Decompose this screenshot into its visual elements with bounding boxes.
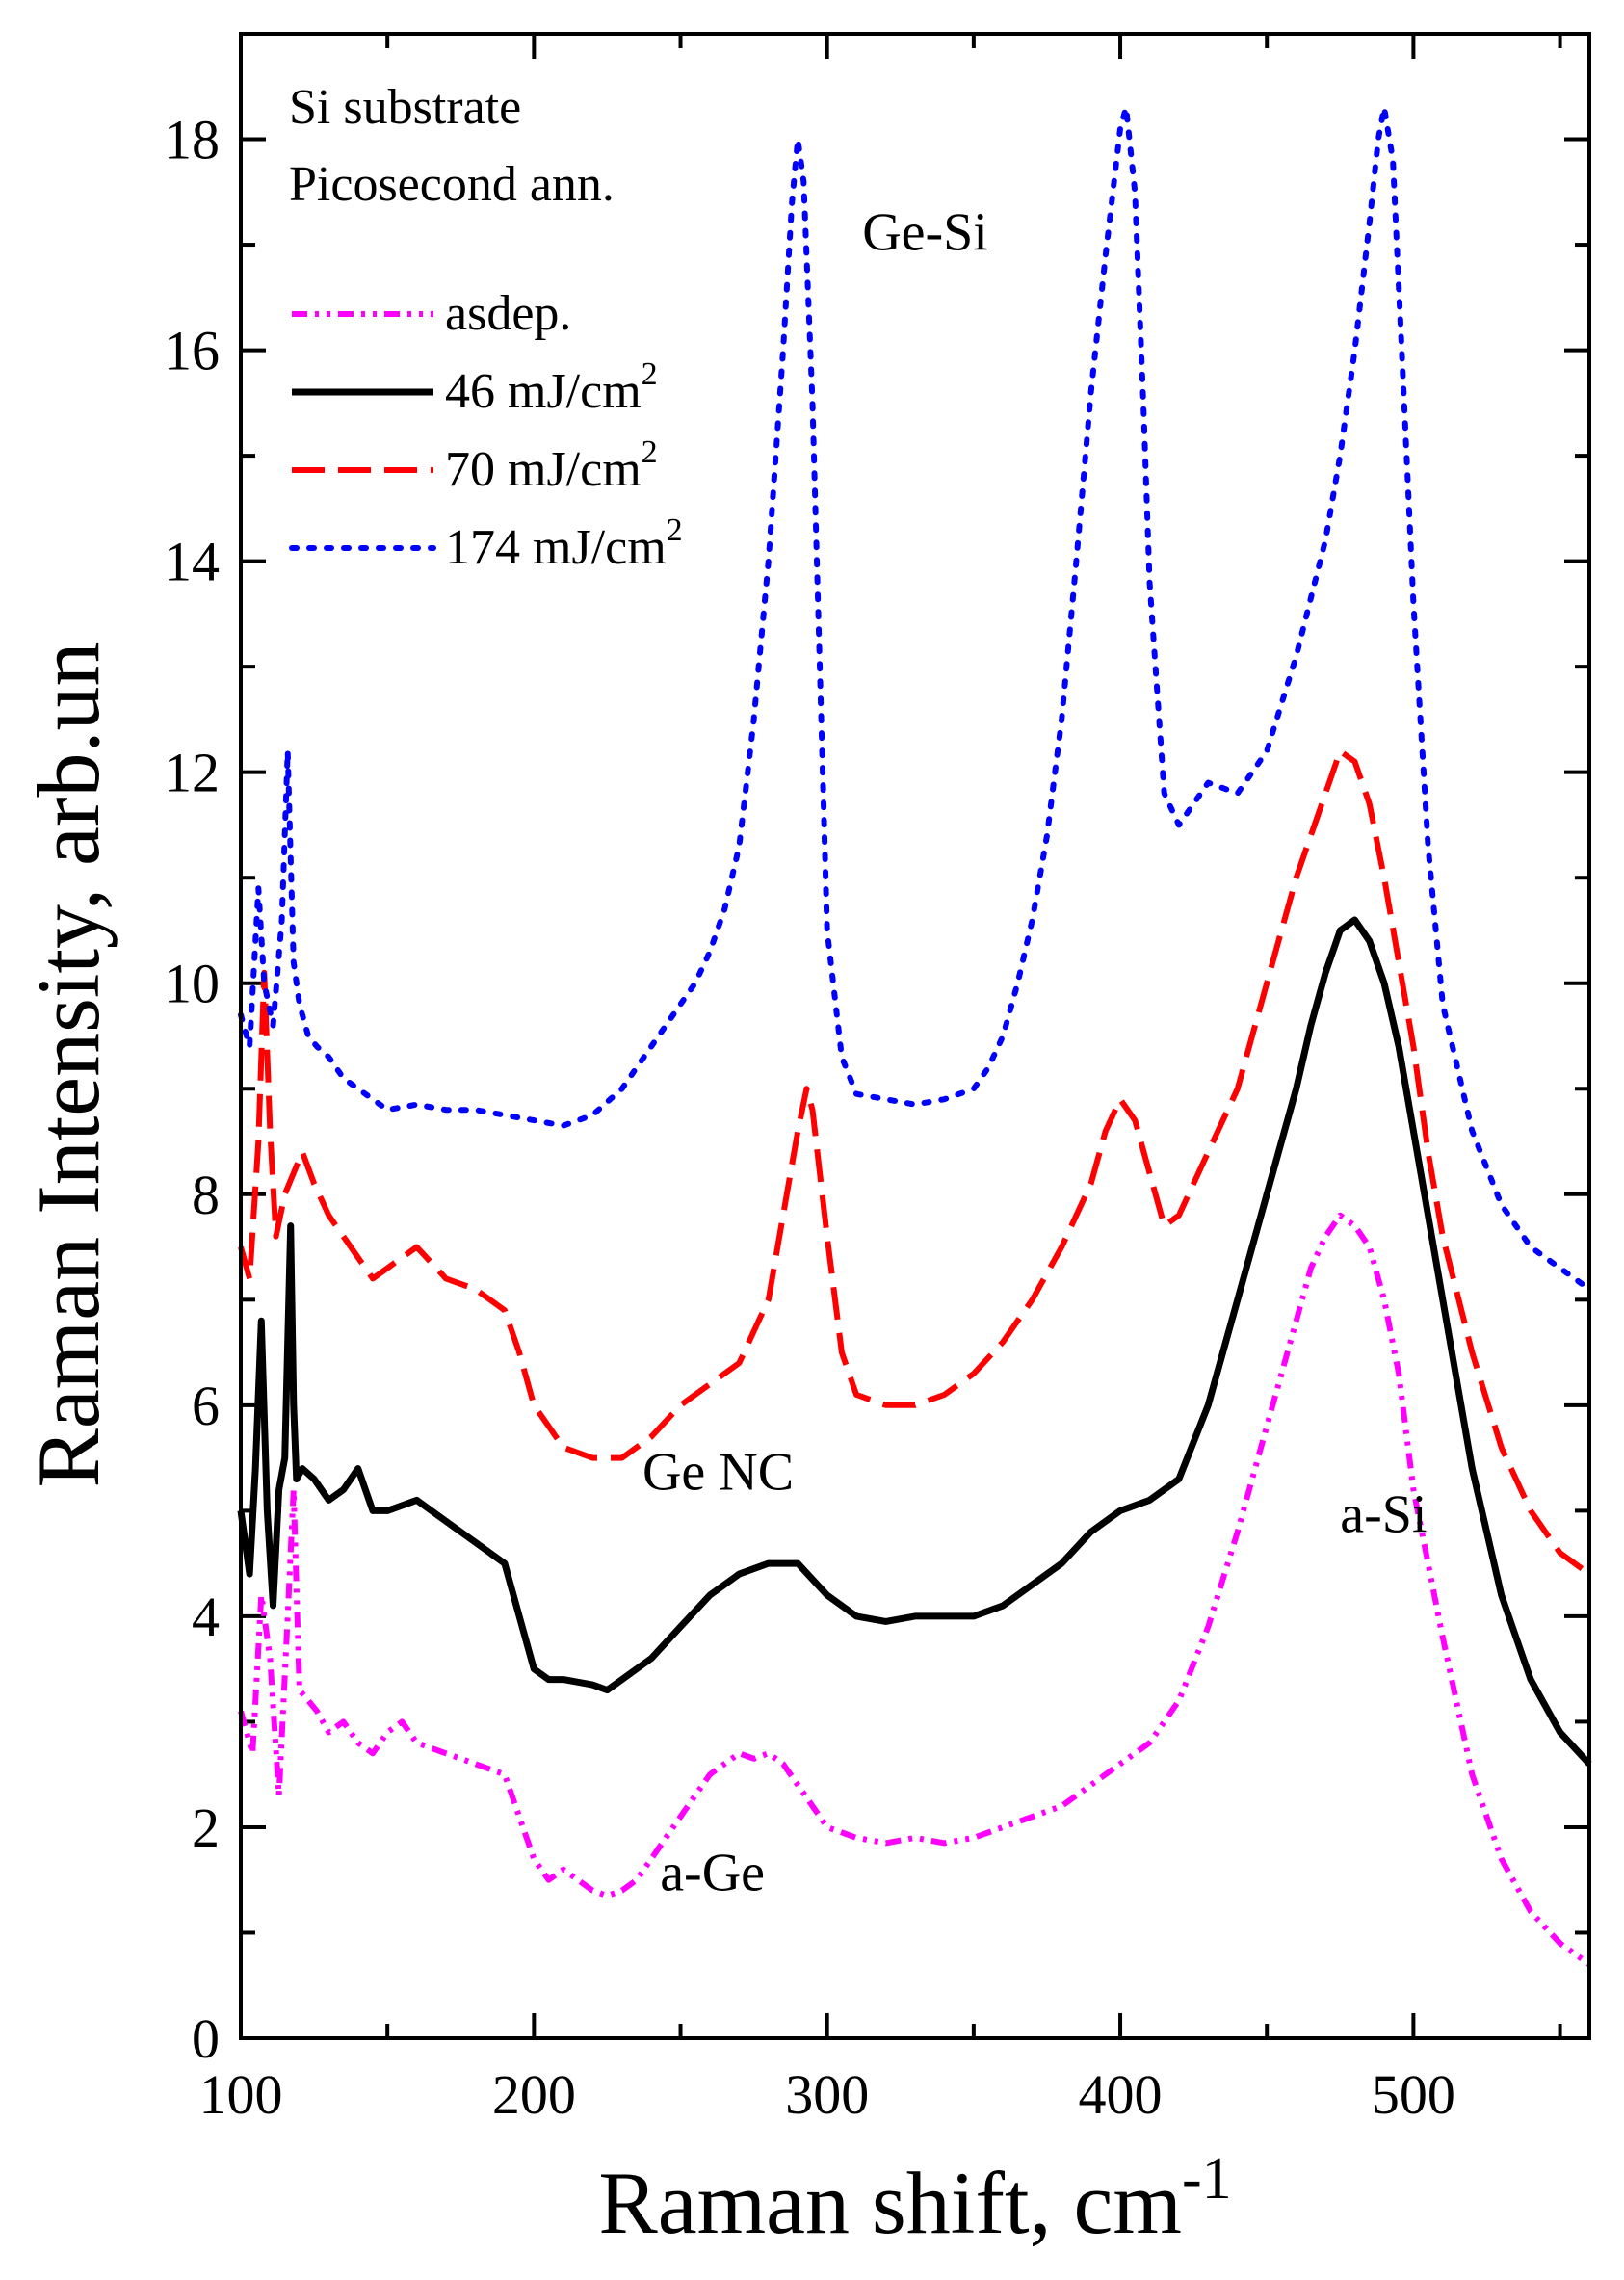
y-tick-label: 2	[192, 1796, 220, 1859]
series-line-2	[238, 747, 1591, 1577]
legend-label-3: 174 mJ/cm2	[445, 512, 683, 575]
x-tick-label: 100	[199, 2063, 283, 2126]
y-axis-title: Raman Intensity, arb.un	[19, 642, 118, 1487]
x-tick-label: 200	[492, 2063, 576, 2126]
legend-label-0: asdep.	[445, 286, 571, 341]
plot-frame	[239, 32, 1591, 2040]
y-tick-label: 8	[192, 1164, 220, 1226]
legend-label-1: 46 mJ/cm2	[445, 356, 658, 419]
x-axis-title-text: Raman shift, cm	[598, 2154, 1182, 2252]
y-tick-label: 18	[164, 109, 220, 171]
x-tick-label: 400	[1079, 2063, 1163, 2126]
annotation-2: a-Si	[1340, 1484, 1427, 1544]
note-annealing: Picosecond ann.	[289, 157, 615, 212]
annotation-3: a-Ge	[660, 1844, 765, 1903]
y-tick-label: 4	[192, 1586, 220, 1648]
legend: asdep. 46 mJ/cm2 70 mJ/cm2 174 mJ/cm2	[289, 286, 683, 575]
annotations: Ge-Si Ge NC a-Si a-Ge	[642, 203, 1428, 1903]
y-tick-label: 10	[164, 953, 220, 1015]
x-tick-label: 500	[1372, 2063, 1455, 2126]
x-axis-title-superscript: -1	[1182, 2146, 1232, 2212]
y-tick-label: 14	[164, 531, 220, 593]
note-substrate: Si substrate	[289, 80, 521, 135]
y-tick-labels: 0 2 4 6 8 10 12 14 16 18	[164, 109, 220, 2070]
annotation-0: Ge-Si	[862, 203, 988, 263]
x-tick-labels: 100 200 300 400 500	[199, 2063, 1455, 2126]
series-layer	[237, 104, 1592, 1967]
x-tick-label: 300	[785, 2063, 869, 2126]
y-tick-label: 6	[192, 1375, 220, 1437]
y-tick-label: 16	[164, 320, 220, 382]
y-tick-label: 0	[192, 2007, 220, 2070]
y-tick-label: 12	[164, 742, 220, 804]
series-line-0	[238, 1212, 1591, 1967]
legend-label-2: 70 mJ/cm2	[445, 434, 658, 497]
series-line-3	[238, 104, 1592, 1293]
x-axis-title: Raman shift, cm-1	[598, 2146, 1231, 2252]
series-line-1	[237, 916, 1592, 1767]
tick-layer	[239, 32, 1589, 2040]
annotation-1: Ge NC	[642, 1442, 794, 1502]
